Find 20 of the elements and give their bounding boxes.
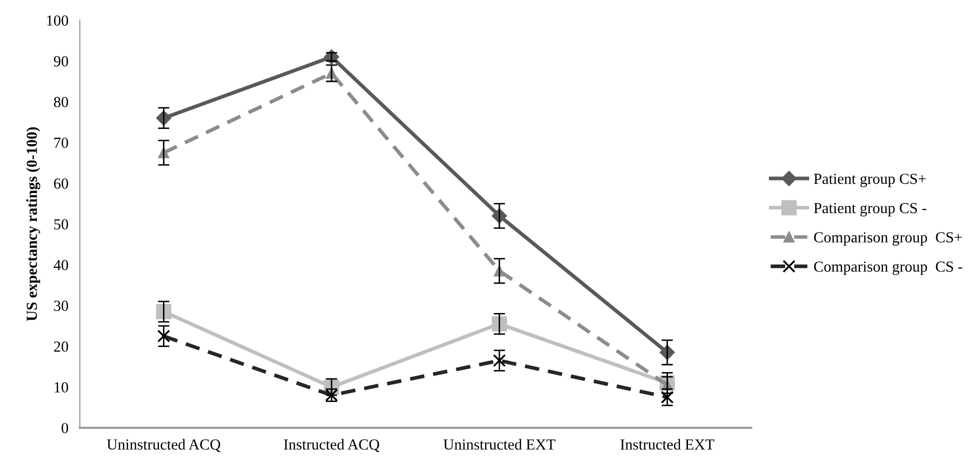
y-tick-label: 10 [54, 382, 68, 392]
y-tick-label: 20 [54, 341, 68, 352]
y-tick-label: 0 [62, 422, 68, 434]
y-tick-label: 50 [54, 219, 68, 230]
y-tick-label: 90 [54, 56, 68, 66]
x-tick-label: Instructed EXT [620, 438, 714, 450]
legend-label: Patient group CS - [814, 202, 926, 216]
y-tick-label: 30 [54, 300, 68, 311]
legend-label: Comparison group CS+ [814, 232, 962, 246]
y-tick-label: 60 [54, 178, 68, 189]
y-tick-label: 70 [54, 138, 68, 148]
x-tick-label: Instructed ACQ [284, 438, 380, 452]
x-tick-label: Uninstructed EXT [443, 438, 556, 450]
y-axis-title: US expectancy ratings (0-100) [26, 127, 40, 322]
y-tick-label: 80 [54, 96, 68, 108]
y-tick-label: 40 [54, 260, 68, 270]
y-tick-label: 100 [47, 15, 68, 26]
legend-label: Comparison group CS - [814, 262, 962, 275]
legend-label: Patient group CS+ [814, 174, 926, 188]
x-tick-label: Uninstructed ACQ [106, 438, 221, 452]
